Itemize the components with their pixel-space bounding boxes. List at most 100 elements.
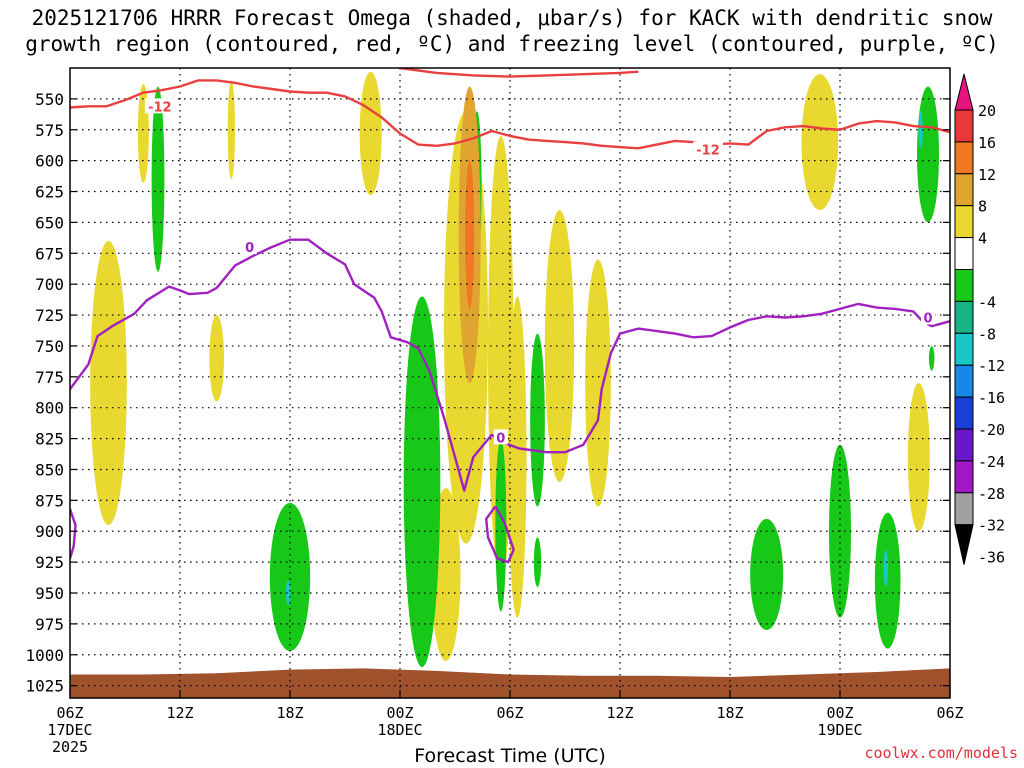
colorbar-label-9: -20	[978, 421, 1005, 439]
y-tick-label-575: 575	[35, 121, 64, 140]
x-tick-label-12: 18Z	[276, 704, 303, 722]
contour-label-2-2: 0	[496, 431, 505, 446]
omega-region-8	[508, 296, 527, 618]
colorbar-bin-1	[954, 109, 974, 143]
omega-region-20	[750, 518, 784, 631]
omega-region-6	[488, 135, 514, 581]
y-tick-label-775: 775	[35, 368, 64, 387]
colorbar-bin-3	[954, 173, 974, 207]
omega-region-24	[928, 345, 935, 371]
contour-line-4	[485, 505, 515, 564]
colorbar-bottom-triangle	[954, 524, 974, 565]
contour-label-bg-2-0	[242, 239, 257, 255]
x-tick-year-0: 2025	[52, 738, 88, 756]
colorbar-label-8: -16	[978, 389, 1005, 407]
omega-region-28	[883, 549, 889, 587]
contour-label-0-0: -12	[148, 100, 172, 115]
omega-region-22	[874, 512, 901, 649]
x-tick-label-24: 06Z	[496, 704, 523, 722]
y-tick-label-675: 675	[35, 244, 64, 263]
omega-region-15	[403, 296, 441, 668]
y-tick-label-950: 950	[35, 584, 64, 603]
colorbar-label-13: -36	[978, 549, 1005, 567]
y-axis-ticks: 550 575 600 625 650 675 700 725 750 775 800 825 850 8…	[25, 90, 950, 696]
omega-shading	[90, 71, 939, 668]
colorbar-top-triangle	[954, 73, 974, 111]
colorbar-bin-10	[954, 396, 974, 430]
contour-label-2-0: 0	[245, 241, 254, 256]
colorbar-label-1: 16	[978, 134, 996, 152]
contour-line-2	[70, 238, 950, 492]
colorbar-label-12: -32	[978, 517, 1005, 535]
y-tick-label-625: 625	[35, 183, 64, 202]
colorbar-label-0: 20	[978, 102, 996, 120]
omega-region-2	[227, 80, 235, 180]
contour-lines	[70, 68, 950, 564]
y-tick-label-1000: 1000	[25, 646, 64, 665]
contour-label-bg-2-1	[921, 309, 935, 325]
omega-region-23	[917, 86, 939, 223]
y-tick-label-825: 825	[35, 430, 64, 449]
x-tick-label-6: 12Z	[166, 704, 193, 722]
contour-label-0-1: -12	[696, 144, 720, 159]
omega-region-0	[90, 240, 127, 526]
chart-title-line-1: 2025121706 HRRR Forecast Omega (shaded, …	[31, 6, 993, 30]
y-tick-label-875: 875	[35, 491, 64, 510]
contour-label-bg-0-0	[144, 98, 175, 114]
colorbar-label-2: 12	[978, 166, 996, 184]
contour-line-1	[399, 68, 639, 78]
chart-title-line-2: growth region (contoured, red, ºC) and f…	[25, 32, 999, 56]
colorbar-label-3: 8	[978, 198, 987, 216]
colorbar-bin-11	[954, 428, 974, 462]
y-tick-label-725: 725	[35, 306, 64, 325]
omega-region-10	[585, 259, 611, 507]
colorbar-label-11: -28	[978, 485, 1005, 503]
omega-region-3	[209, 315, 225, 402]
colorbar-bin-5	[954, 237, 974, 271]
colorbar-bin-6	[954, 269, 974, 302]
x-tick-label-48: 06Z	[936, 704, 963, 722]
x-tick-label-30: 12Z	[606, 704, 633, 722]
omega-region-13	[151, 86, 165, 272]
y-tick-label-850: 850	[35, 460, 64, 479]
x-tick-label-42: 00Z	[826, 704, 853, 722]
y-tick-label-900: 900	[35, 522, 64, 541]
omega-region-9	[544, 210, 575, 482]
contour-line-3	[70, 508, 77, 559]
y-tick-label-750: 750	[35, 337, 64, 356]
contour-label-bg-0-1	[693, 141, 723, 157]
credit-link[interactable]: coolwx.com/models	[864, 744, 1018, 762]
y-tick-label-1025: 1025	[25, 677, 64, 696]
colorbar-label-5: -4	[978, 293, 996, 311]
omega-region-27	[285, 580, 291, 606]
y-tick-label-925: 925	[35, 553, 64, 572]
colorbar-label-7: -12	[978, 357, 1005, 375]
x-tick-date-0: 17DEC	[47, 721, 92, 739]
colorbar-label-4: 4	[978, 230, 987, 248]
y-tick-label-800: 800	[35, 399, 64, 418]
contour-line-0	[70, 79, 950, 150]
y-tick-label-600: 600	[35, 152, 64, 171]
contour-label-2-1: 0	[923, 312, 932, 327]
omega-region-29	[918, 111, 923, 149]
omega-region-14	[269, 502, 311, 652]
contour-label-bg-2-2	[493, 429, 508, 445]
y-tick-label-700: 700	[35, 275, 64, 294]
x-axis-label: Forecast Time (UTC)	[414, 745, 606, 767]
y-tick-label-975: 975	[35, 615, 64, 634]
omega-region-19	[533, 537, 542, 587]
omega-region-4	[359, 71, 382, 196]
omega-region-17	[495, 438, 507, 612]
colorbar-bin-7	[954, 300, 974, 334]
colorbar-bin-13	[954, 492, 974, 526]
omega-region-18	[530, 333, 545, 507]
colorbar-bin-4	[954, 205, 974, 239]
omega-region-11	[801, 74, 839, 211]
y-tick-label-650: 650	[35, 213, 64, 232]
colorbar: 20 16 12 8 4 -4 -8 -12 -16 -20 -24 -28 -32 -36	[954, 73, 1005, 567]
colorbar-bin-9	[954, 364, 974, 398]
contour-labels: -12 -12 0 0 0	[144, 98, 935, 446]
